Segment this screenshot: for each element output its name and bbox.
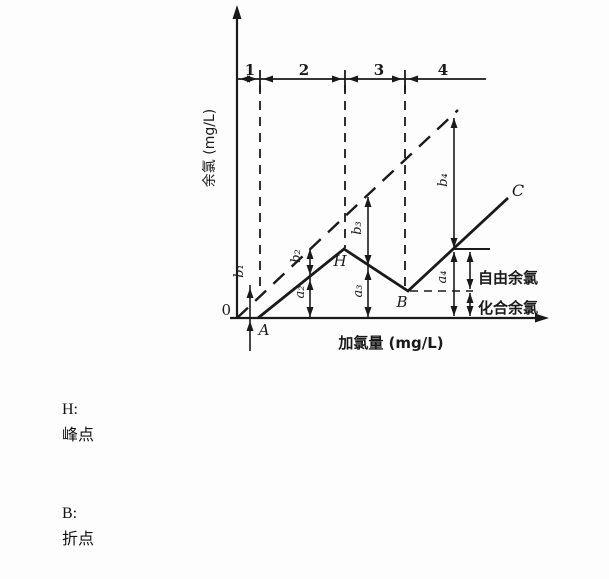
dim-arrow-icon [466,293,474,303]
label-a3: a₃ [351,285,366,298]
dim-arrow-icon [332,75,342,83]
y-axis-title: 余氯 (mg/L) [201,109,218,187]
dim-arrow-icon [450,118,458,128]
label-b4: b₄ [436,173,451,187]
dim-free-chlorine [466,252,474,289]
dim-arrow-icon [364,255,372,265]
y-axis-arrow-icon [232,5,242,19]
point-label-C: C [512,181,524,200]
dim-arrow-icon [263,75,273,83]
dim-arrow-icon [466,252,474,262]
dim-arrow-icon [306,307,314,317]
dim-arrow-icon [306,249,314,259]
legend-label-breakpoint: 折点 [62,531,95,548]
dim-arrow-icon [306,265,314,275]
dim-b2-a2: b₂ a₂ [289,249,314,317]
x-axis-title: 加氯量 (mg/L) [337,334,443,352]
dim-arrow-icon [364,270,372,280]
point-label-A: A [257,321,270,339]
dim-combined-chlorine [466,293,474,316]
legend-item-breakpoint: B: 折点 [38,475,94,579]
label-b1: b₁ [232,264,247,278]
zone-label-1: 1 [245,61,255,79]
zone-label-2: 2 [299,61,309,79]
figure-svg: 1 2 3 4 b₁ b₂ a₂ [201,5,549,352]
label-b2: b₂ [289,249,304,263]
dim-b3-a3: b₃ a₃ [350,197,372,317]
point-label-H: H [332,252,347,270]
dim-arrow-icon [466,306,474,316]
legend-key-H: H: [62,401,78,418]
point-label-B: B [395,293,407,311]
legend: H: 峰点 B: 折点 [38,371,94,579]
dim-arrow-icon [246,321,254,331]
legend-key-B: B: [62,505,78,522]
dim-arrow-icon [450,306,458,316]
dim-arrow-icon [450,238,458,248]
x-axis-arrow-icon [535,313,549,323]
zone-label-3: 3 [374,61,384,79]
dim-arrow-icon [247,75,257,83]
zone-label-4: 4 [438,61,448,79]
legend-label-peak: 峰点 [62,427,95,444]
breakpoint-chlorination-figure: 1 2 3 4 b₁ b₂ a₂ [62,5,549,548]
origin-label: 0 [221,301,231,319]
dim-arrow-icon [306,280,314,290]
dim-arrow-icon [392,75,402,83]
dim-b4-a4: b₄ a₄ [435,118,458,316]
dim-arrow-icon [450,252,458,262]
dim-arrow-icon [246,288,254,298]
applied-chlorine-dashed-diagonal [236,109,459,319]
dim-arrow-icon [408,75,418,83]
label-a2: a₂ [293,286,308,299]
dim-arrow-icon [466,279,474,289]
label-b3: b₃ [350,221,365,235]
zone-ruler: 1 2 3 4 [237,61,486,92]
dim-b1: b₁ [232,264,254,351]
residual-chlorine-curve [257,196,509,320]
dim-arrow-icon [364,197,372,207]
free-chlorine-label: 自由余氯 [478,269,538,287]
label-a4: a₄ [435,271,450,284]
y-axis [232,5,242,318]
combined-chlorine-label: 化合余氯 [478,299,538,317]
x-axis [230,313,549,323]
dim-arrow-icon [348,75,358,83]
dim-arrow-icon [364,307,372,317]
legend-item-peak: H: 峰点 [38,371,94,475]
